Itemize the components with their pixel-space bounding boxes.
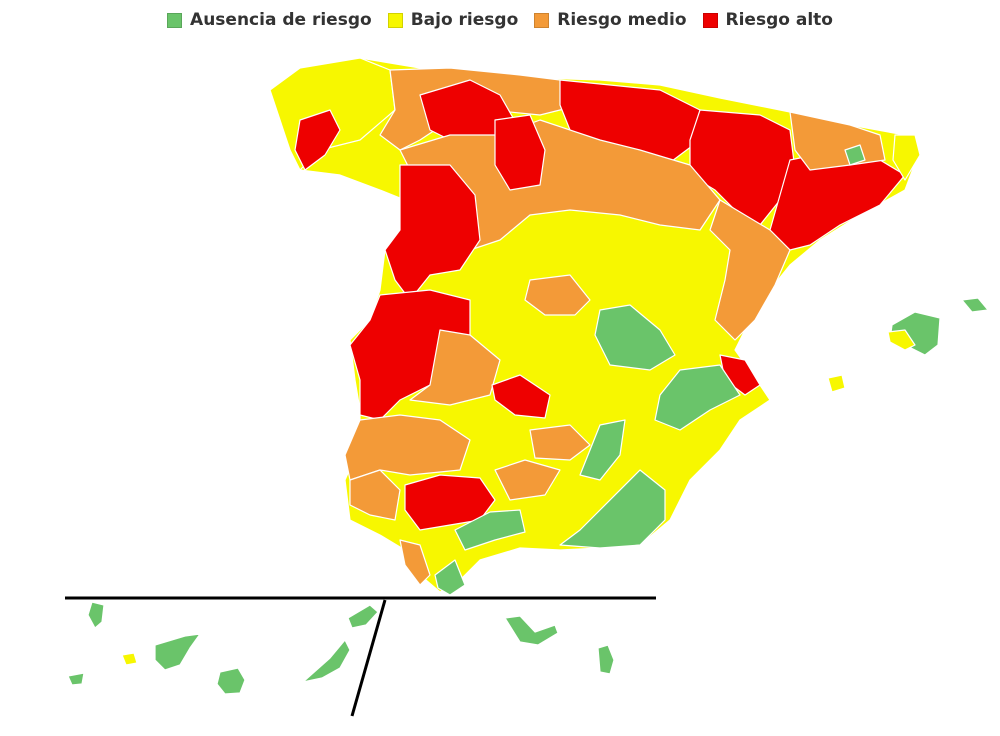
region-galicia-red[interactable] (294, 109, 341, 171)
region-cadiz-green[interactable] (434, 559, 466, 596)
island-ibiza[interactable] (827, 374, 846, 393)
legend-label-alto: Riesgo alto (725, 10, 833, 30)
island-grancanaria[interactable] (216, 667, 246, 695)
island-ceuta-area[interactable] (504, 615, 559, 646)
region-center-red[interactable] (494, 114, 546, 191)
region-granada-orange[interactable] (529, 424, 591, 461)
region-toledo-red[interactable] (491, 374, 551, 419)
region-extremadura-orange[interactable] (409, 329, 501, 406)
legend-item-ausencia[interactable]: Ausencia de riesgo (167, 10, 372, 30)
legend-swatch-green (167, 12, 183, 28)
island-fuerteventura[interactable] (302, 639, 351, 683)
region-catalonia-orange[interactable] (789, 111, 886, 171)
island-elhierro[interactable] (67, 672, 85, 686)
island-lapalma[interactable] (87, 601, 105, 629)
region-girona-yellow[interactable] (892, 134, 921, 181)
legend-label-ausencia: Ausencia de riesgo (190, 10, 372, 30)
map-legend: Ausencia de riesgo Bajo riesgo Riesgo me… (0, 10, 1000, 30)
legend-swatch-yellow (387, 12, 403, 28)
legend-label-medio: Riesgo medio (557, 10, 687, 30)
island-melilla-area[interactable] (597, 644, 615, 675)
region-jaen-orange[interactable] (494, 459, 561, 501)
island-lanzarote[interactable] (347, 604, 379, 629)
island-tenerife[interactable] (154, 633, 201, 671)
region-east-orange[interactable] (709, 199, 791, 341)
region-granada-green[interactable] (579, 419, 626, 481)
region-cuenca-green[interactable] (594, 304, 676, 371)
canary-divider-diagonal (350, 599, 387, 717)
region-extremadura-red[interactable] (349, 289, 471, 421)
legend-item-medio[interactable]: Riesgo medio (534, 10, 687, 30)
legend-item-alto[interactable]: Riesgo alto (702, 10, 833, 30)
region-catalonia-green[interactable] (844, 144, 866, 166)
region-west-red[interactable] (384, 164, 481, 301)
region-huelva-orange[interactable] (344, 414, 471, 481)
region-almeria-green[interactable] (559, 469, 666, 549)
region-albacete-green[interactable] (654, 364, 741, 431)
legend-swatch-red (702, 12, 718, 28)
island-menorca[interactable] (961, 297, 989, 313)
region-cadiz-orange[interactable] (399, 539, 431, 586)
legend-swatch-orange (534, 12, 550, 28)
region-malaga-green[interactable] (454, 509, 526, 551)
island-lagomera[interactable] (121, 652, 138, 666)
legend-label-bajo: Bajo riesgo (410, 10, 519, 30)
region-madrid-orange[interactable] (524, 274, 591, 316)
region-sevilla-orange[interactable] (349, 469, 401, 521)
island-mallorca-yellow[interactable] (887, 329, 916, 351)
legend-item-bajo[interactable]: Bajo riesgo (387, 10, 519, 30)
